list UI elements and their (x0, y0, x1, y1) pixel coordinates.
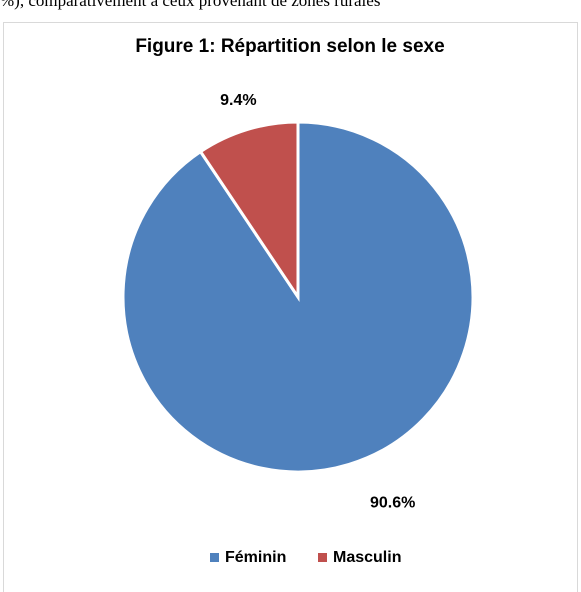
body-text: %), comparativement à ceux provenant de … (0, 0, 381, 10)
legend-swatch (210, 553, 219, 562)
legend-label: Féminin (225, 549, 286, 566)
legend-swatch (318, 553, 327, 562)
pie-slice (198, 120, 300, 302)
data-label: 9.4% (220, 92, 256, 109)
legend-label: Masculin (333, 549, 401, 566)
chart-title: Figure 1: Répartition selon le sexe (135, 36, 444, 57)
data-label: 90.6% (370, 494, 415, 511)
